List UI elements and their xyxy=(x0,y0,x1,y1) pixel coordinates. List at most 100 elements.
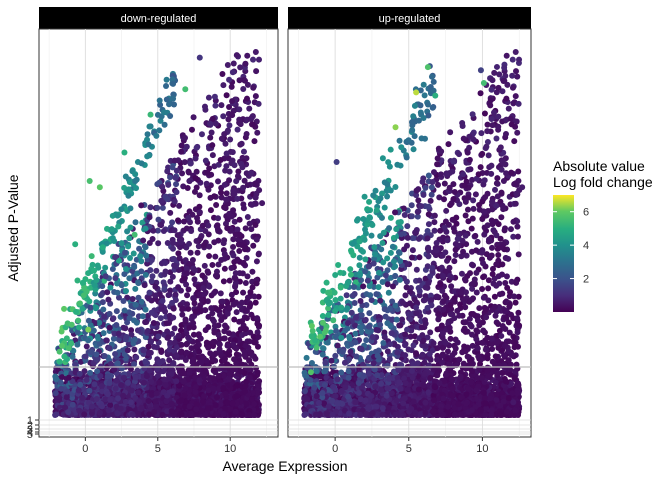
data-point xyxy=(159,297,166,304)
data-point xyxy=(231,218,238,225)
data-point xyxy=(192,374,199,381)
data-point xyxy=(220,82,227,89)
data-point xyxy=(241,177,248,184)
data-point xyxy=(79,305,86,312)
data-point xyxy=(151,343,158,350)
data-point xyxy=(250,333,257,340)
data-point xyxy=(246,357,253,364)
data-point xyxy=(182,385,189,392)
data-point xyxy=(146,152,153,159)
data-point xyxy=(237,64,244,71)
data-point xyxy=(155,216,162,223)
data-point xyxy=(72,241,79,248)
data-point xyxy=(184,292,191,299)
data-point xyxy=(140,237,147,244)
data-point xyxy=(252,93,259,100)
data-point xyxy=(88,253,95,260)
data-point xyxy=(69,353,76,360)
data-point xyxy=(75,387,82,394)
data-point xyxy=(177,239,184,246)
data-point xyxy=(83,376,90,383)
data-point xyxy=(230,236,237,243)
data-point xyxy=(184,185,191,192)
data-point xyxy=(218,189,225,196)
data-point xyxy=(250,411,257,418)
facet-down-regulated: down-regulated xyxy=(38,7,279,438)
data-point xyxy=(158,347,165,354)
data-point xyxy=(153,132,160,139)
data-point xyxy=(107,402,114,409)
data-point xyxy=(186,403,193,410)
data-point xyxy=(238,160,245,167)
data-point xyxy=(254,329,261,336)
data-point xyxy=(126,275,133,282)
data-point xyxy=(228,291,235,298)
data-point xyxy=(145,397,152,404)
data-point xyxy=(164,392,171,399)
data-point xyxy=(132,178,139,185)
data-point xyxy=(99,299,106,306)
data-point xyxy=(209,261,216,268)
data-point xyxy=(125,186,132,193)
data-point xyxy=(226,370,233,377)
data-point xyxy=(232,408,239,415)
data-point xyxy=(234,173,241,180)
data-point xyxy=(252,49,259,56)
data-point xyxy=(181,392,188,399)
data-point xyxy=(223,150,230,157)
data-point xyxy=(243,254,250,261)
data-point xyxy=(246,374,253,381)
data-point xyxy=(74,277,81,284)
data-point xyxy=(223,92,230,99)
data-point xyxy=(231,356,238,363)
data-point xyxy=(254,315,261,322)
data-point xyxy=(86,387,93,394)
data-point xyxy=(221,322,228,329)
data-point xyxy=(198,358,205,365)
data-point xyxy=(127,399,134,406)
data-point xyxy=(120,297,127,304)
data-point xyxy=(112,254,119,261)
data-point xyxy=(255,250,262,257)
data-point xyxy=(253,236,260,243)
data-point xyxy=(126,254,133,261)
data-point xyxy=(76,300,83,307)
data-point xyxy=(81,411,88,418)
data-point xyxy=(170,255,177,262)
data-point xyxy=(176,255,183,262)
data-point xyxy=(193,362,200,369)
data-point xyxy=(198,296,205,303)
data-point xyxy=(74,341,81,348)
data-point xyxy=(242,279,249,286)
data-point xyxy=(104,391,111,398)
data-point xyxy=(244,273,251,280)
data-point xyxy=(86,177,93,184)
data-point xyxy=(218,102,225,109)
data-point xyxy=(247,349,254,356)
data-point xyxy=(95,335,102,342)
data-point xyxy=(244,95,251,102)
data-point xyxy=(210,338,217,345)
data-point xyxy=(205,362,212,369)
data-point xyxy=(181,159,188,166)
data-point xyxy=(146,367,153,374)
data-point xyxy=(250,84,257,91)
data-point xyxy=(187,160,194,167)
data-point xyxy=(233,351,240,358)
data-point xyxy=(160,228,167,235)
data-point xyxy=(252,299,259,306)
data-point xyxy=(240,148,247,155)
data-point xyxy=(229,98,236,105)
data-point xyxy=(225,116,232,123)
data-point xyxy=(242,244,249,251)
data-point xyxy=(215,227,222,234)
data-point xyxy=(197,308,204,315)
data-point xyxy=(244,365,251,372)
data-point xyxy=(76,370,83,377)
data-point xyxy=(201,291,208,298)
data-point xyxy=(94,368,101,375)
facet-up-regulated: up-regulated xyxy=(287,7,532,438)
data-point xyxy=(59,374,66,381)
data-point xyxy=(146,123,153,130)
data-point xyxy=(224,399,231,406)
